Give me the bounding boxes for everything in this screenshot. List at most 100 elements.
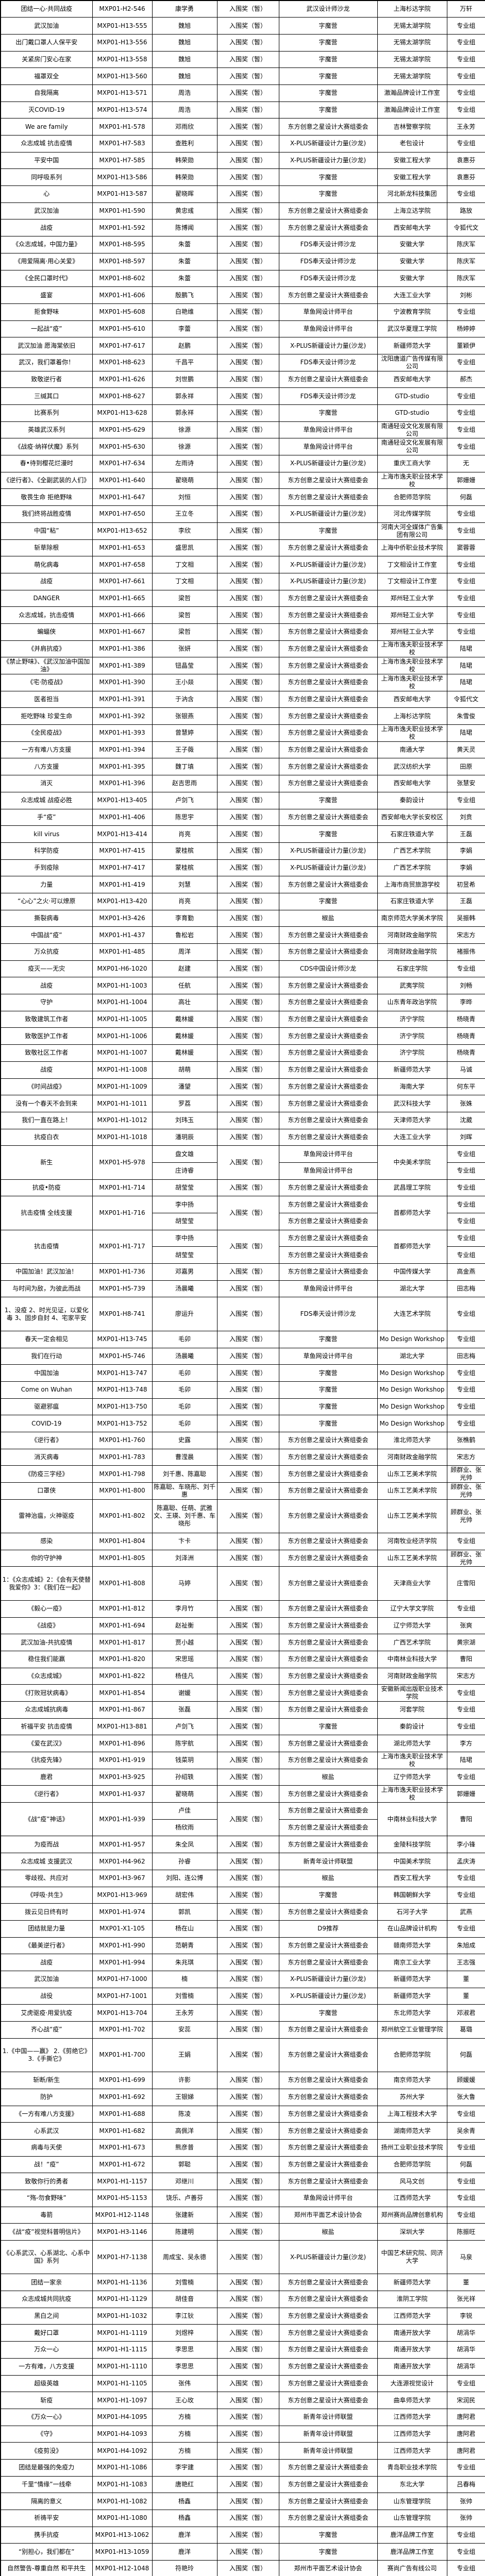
table-row: 《并肩抗疫》 MXP01-H1-386 张妍 入围奖（暂） 东方创意之星设计大赛组委会上… — [0, 640, 485, 658]
table-cell: 专业组 — [446, 1229, 485, 1247]
table-cell: MXP01-H1-1080 — [92, 2510, 153, 2527]
table-cell: 宋志方 — [446, 1448, 485, 1466]
table-cell: 无锡太湖学院 — [377, 50, 447, 69]
table-cell: 专业组 — [446, 1684, 485, 1702]
table-row: 守护 MXP01-H1-1004 高壮 入围奖（暂） 东方创意之星设计大赛组委会 山东青年… — [0, 994, 485, 1011]
table-cell: MXP01-H1-647 — [92, 488, 153, 506]
table-cell: MXP01-H1-1008 — [92, 1061, 153, 1079]
table-cell: 入围奖（暂） — [216, 2341, 279, 2359]
table-cell: 入围奖（暂） — [216, 2543, 279, 2561]
table-cell: 董颖伊 — [446, 337, 485, 354]
table-cell: 科学防疫 — [0, 842, 93, 860]
table-cell: 李欣 — [152, 522, 218, 540]
table-cell: 众志成城共同抗疫 — [0, 2291, 93, 2308]
table-cell: 字魔营 — [278, 825, 378, 843]
table-cell: 东方创意之星设计大赛组委会 — [278, 1078, 378, 1096]
table-cell: 江西师范大学 — [377, 2442, 447, 2460]
table-cell: 潘玥辰 — [152, 1128, 218, 1146]
table-cell: 南京工业大学 — [377, 1954, 447, 1971]
table-cell: 专业组 — [446, 572, 485, 590]
table-cell: 东方创意之星设计大赛组委会 — [278, 2021, 378, 2039]
table-cell: 胡宏伟 — [152, 1886, 218, 1904]
table-cell: Mo Design Workshop — [377, 1398, 447, 1416]
table-cell: 专业组 — [446, 1213, 485, 1230]
table-cell: 谢媛 — [152, 1684, 218, 1702]
table-cell: 团结是最强的免疫力 — [0, 2459, 93, 2477]
table-cell: 上海立达学院 — [377, 202, 447, 220]
table-cell: 东方创意之星设计大赛组委会 — [278, 1448, 378, 1466]
table-cell: 斩断/新生 — [0, 2072, 93, 2089]
table-cell: 专业组 — [446, 1364, 485, 1382]
table-cell: 陈嘉聪、任萌、武雅文、王瑛、刘千惠、车晓彤 — [152, 1499, 218, 1534]
table-cell: 战疫 — [0, 1061, 93, 1079]
table-row: 杨欣雨 东方创意之星设计大赛组委会 — [1, 1819, 485, 1837]
table-cell: 《抗疫先锋》 — [0, 1752, 93, 1769]
table-cell: 王娟 — [152, 2038, 218, 2073]
table-cell: 东方创意之星设计大赛组委会 — [278, 1263, 378, 1281]
table-row: 平安中国 MXP01-H7-585 韩荣勋 入围奖（暂） X-PLUS新疆设计力量(沙龙… — [0, 151, 485, 170]
table-row: 消灭 MXP01-H1-396 赵吉思雨 入围奖（暂） 东方创意之星设计大赛组委会 西安邮… — [0, 775, 485, 792]
table-cell: 稳住我们能赢 — [0, 1650, 93, 1668]
table-cell: X-PLUS新疆设计力量(沙龙) — [278, 337, 378, 354]
table-cell: 祈祷平安 — [0, 2510, 93, 2527]
table-cell: 专业组 — [446, 1297, 485, 1331]
table-cell: 上海杉达学院 — [377, 0, 447, 18]
table-cell: 与时间为敌，为彼此而战 — [0, 1280, 93, 1298]
table-row: 没有一个春天不会到来 MXP01-H1-1011 罗荔 入围奖（暂） 东方创意之星设计大… — [0, 1095, 485, 1112]
table-cell: 无 — [446, 455, 485, 472]
table-cell: MXP01-H13-558 — [92, 50, 153, 69]
table-cell: 椒盐 — [278, 1869, 378, 1887]
table-cell: 自我隔离 — [0, 84, 93, 102]
table-row: 千里“情缘”一线牵 MXP01-H1-1083 唐艳红 入围奖（暂） 东方创意之星设计大… — [0, 2476, 485, 2494]
table-cell: We are family — [0, 118, 93, 135]
table-cell: 沈阳唐道广告传媒有限公司 — [377, 353, 447, 371]
table-cell: 东方创意之星设计大赛组委会 — [278, 640, 378, 658]
table-cell: 石家庄铁道大学 — [377, 825, 447, 843]
table-row: “殇-勿食野味” MXP01-H5-1153 饶乐、卢善芬 入围奖（暂） 草鱼网设计师平… — [0, 2189, 485, 2207]
table-cell: 东方创意之星设计大赛组委会 — [278, 808, 378, 826]
table-cell: 山东工艺美术学院 — [377, 1499, 447, 1534]
table-cell: 雷神治瘟，火神驱疫 — [0, 1499, 93, 1534]
table-cell: 众志成城 支援武汉 — [0, 1853, 93, 1870]
table-row: 病毒与天使 MXP01-H1-673 熊彦普 入围奖（暂） 东方创意之星设计大赛组委会扬… — [0, 2139, 485, 2157]
table-cell: 石家庄学院 — [377, 960, 447, 978]
table-cell: 入围奖（暂） — [216, 2240, 279, 2275]
table-cell: 东方创意之星设计大赛组委会 — [278, 1246, 378, 1264]
table-cell: 入围奖（暂） — [216, 1836, 279, 1854]
table-cell: “殇-勿食野味” — [0, 2189, 93, 2207]
table-cell: 入围奖（暂） — [216, 404, 279, 422]
table-row: 黑白之间 MXP01-H1-1032 李江钬 入围奖（暂） 东方创意之星设计大赛组委会江… — [0, 2307, 485, 2325]
table-cell: 东方创意之星设计大赛组委会 — [278, 674, 378, 691]
table-row: 《一方有难八方支援》 MXP01-H1-688 陈凌 入围奖（暂） 东方创意之星设计大赛… — [0, 2105, 485, 2123]
table-cell: DANGER — [0, 589, 93, 607]
table-cell: MXP01-H13-587 — [92, 185, 153, 203]
table-cell: MXP01-H1-391 — [92, 690, 153, 708]
table-row: 《最美逆行者》 MXP01-H1-990 范朝青 入围奖（暂） 东方创意之星设计大赛组委… — [0, 1937, 485, 1955]
table-cell: 入围奖（暂） — [216, 876, 279, 893]
table-cell: MXP01-H5-739 — [92, 1280, 153, 1298]
table-cell: 入围奖（暂） — [216, 2206, 279, 2224]
table-cell: 东方创意之星设计大赛组委会 — [278, 1667, 378, 1685]
table-cell: 入围奖（暂） — [216, 674, 279, 691]
table-cell: 武汉，我们罩着你！ — [0, 353, 93, 371]
table-cell: 高佩洋 — [152, 2122, 218, 2140]
table-cell: MXP01-H1-1003 — [92, 977, 153, 995]
table-row: 敬畏生命 拒绝野味 MXP01-H1-647 刘恒 入围奖（暂） 东方创意之星设计大赛组… — [0, 488, 485, 506]
table-cell: 海南大学 — [377, 1078, 447, 1096]
table-cell: 字魔营 — [278, 1330, 378, 1348]
table-cell: X-PLUS新疆设计力量(沙龙) — [278, 859, 378, 877]
table-cell: 毛卯 — [152, 1330, 218, 1348]
table-row: 致敬社区工作者 MXP01-H1-1007 戴林媛 入围奖（暂） 东方创意之星设计大赛组… — [0, 1044, 485, 1062]
table-cell: 武汉设计师沙龙 — [278, 0, 378, 18]
table-cell: 斩疫 — [0, 2392, 93, 2409]
table-cell: 上海工程技术大学 — [377, 2105, 447, 2123]
table-row: 战！“疫” MXP01-H1-672 郭聪 入围奖（暂） 东方创意之星设计大赛组委会 合肥… — [0, 2156, 485, 2174]
table-cell: 鹿君 — [0, 1768, 93, 1786]
table-cell: MXP01-H1-919 — [92, 1752, 153, 1769]
table-row: 团结一家亲 MXP01-H1-1136 刘雪楠 入围奖（暂） 东方创意之星设计大赛组委会… — [0, 2274, 485, 2292]
table-cell: X-PLUS新疆设计力量(沙龙) — [278, 1987, 378, 2005]
table-cell: 顾群业、张光帅 — [446, 1549, 485, 1567]
table-cell: MXP01-H1-1018 — [92, 1128, 153, 1146]
table-cell: 出门戴口罩人人保平安 — [0, 33, 93, 52]
table-cell: MXP01-H1-390 — [92, 674, 153, 691]
